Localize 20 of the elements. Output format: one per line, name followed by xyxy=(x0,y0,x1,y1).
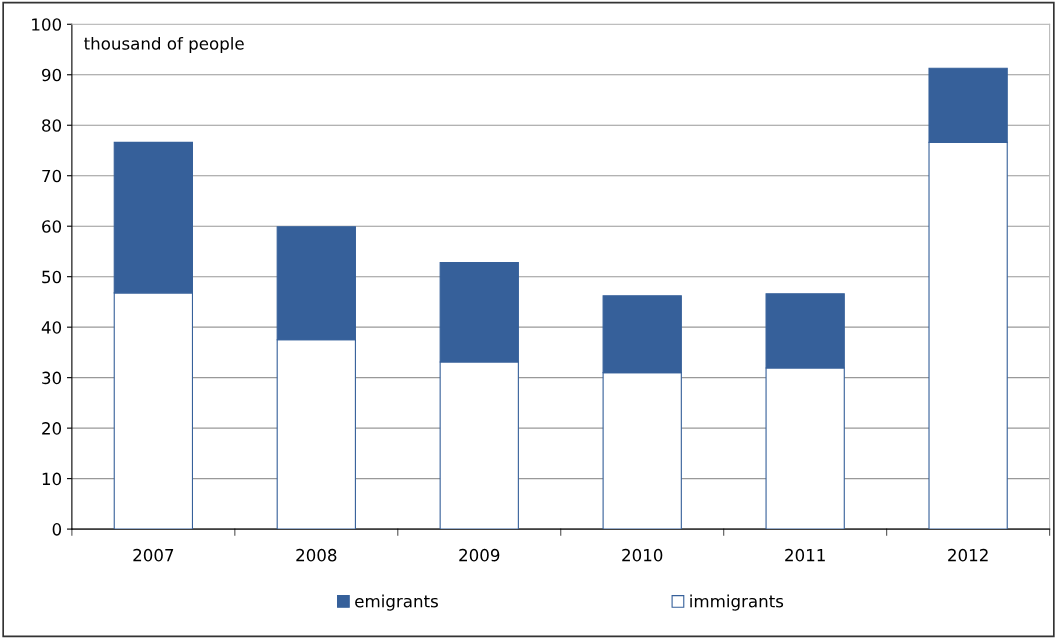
x-tick-label: 2007 xyxy=(133,548,174,562)
x-tick-label: 2010 xyxy=(622,548,663,562)
x-tick-label: 2011 xyxy=(785,548,825,562)
y-tick-label: 50 xyxy=(42,270,62,284)
y-tick-label: 0 xyxy=(52,523,62,536)
x-tick-label: 2008 xyxy=(296,548,337,562)
legend-label: immigrants xyxy=(690,594,784,611)
y-tick-label: 80 xyxy=(42,119,62,132)
y-tick-label: 10 xyxy=(42,472,62,486)
x-tick-label: 2012 xyxy=(948,548,988,562)
y-tick-label: 30 xyxy=(42,371,62,385)
y-tick-label: 40 xyxy=(41,321,62,334)
legend-label: emigrants xyxy=(355,594,438,611)
y-axis-title: thousand of people xyxy=(84,36,244,54)
y-tick-label: 60 xyxy=(42,220,62,233)
y-tick-label: 90 xyxy=(41,68,62,82)
x-tick-label: 2009 xyxy=(459,548,500,562)
y-tick-label: 100 xyxy=(32,18,62,31)
y-tick-label: 20 xyxy=(42,422,62,435)
y-tick-label: 70 xyxy=(42,169,62,183)
